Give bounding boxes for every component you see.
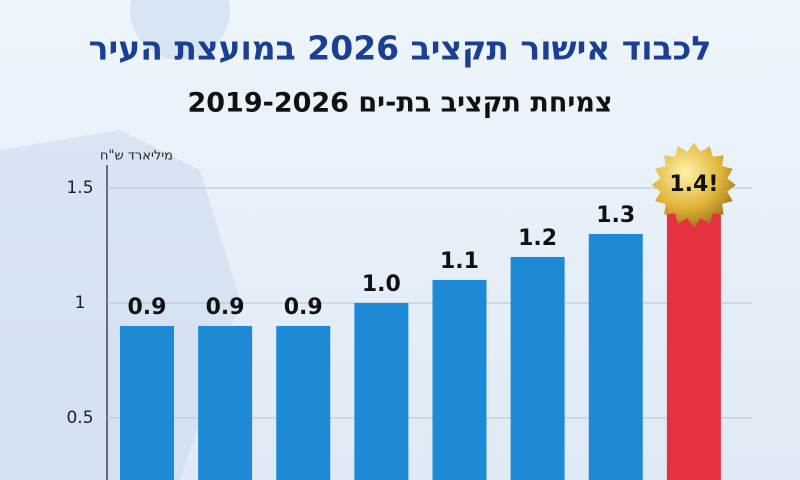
- bar: [354, 302, 409, 480]
- bar: [276, 325, 331, 480]
- bar: [666, 210, 721, 480]
- y-axis-label: מיליארד ש"ח: [100, 149, 173, 164]
- value-label: 0.9: [128, 295, 167, 320]
- y-tick-label: 1: [75, 293, 86, 313]
- bar: [510, 256, 565, 480]
- chart-subtitle: צמיחת תקציב בת-ים 2019-2026: [187, 88, 612, 119]
- y-tick-label: 0.5: [66, 408, 93, 428]
- value-label: 1.1: [440, 249, 479, 274]
- decoration: [0, 130, 240, 480]
- value-label: 0.9: [284, 295, 323, 320]
- decoration: [130, 0, 230, 60]
- value-label: 1.2: [518, 226, 557, 251]
- badge: [651, 143, 736, 227]
- value-label: 1.3: [596, 203, 635, 228]
- value-label: 0.9: [206, 295, 245, 320]
- bar: [198, 325, 253, 480]
- value-label: 1.4!: [669, 172, 718, 197]
- bar: [120, 325, 174, 480]
- bar: [588, 233, 643, 480]
- value-label: 1.0: [362, 272, 401, 297]
- y-tick-label: 1.5: [66, 178, 93, 198]
- bar: [432, 279, 487, 480]
- chart-title: לכבוד אישור תקציב 2026 במועצת העיר: [89, 29, 712, 68]
